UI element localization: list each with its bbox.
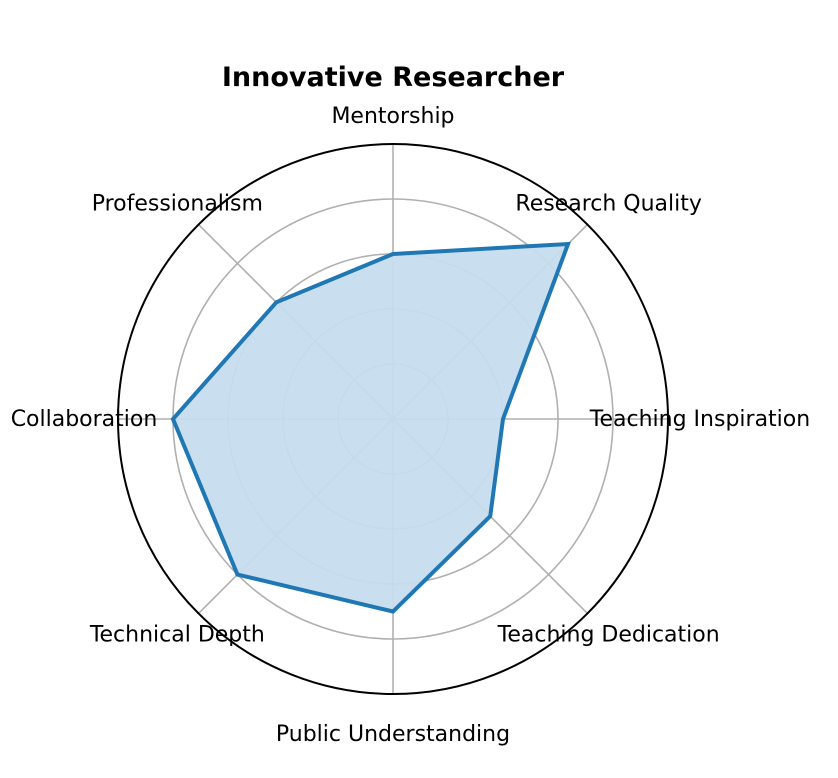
series-area-1	[173, 243, 569, 612]
outer-ring	[117, 143, 669, 695]
axis-label-teaching-inspiration: Teaching Inspiration	[589, 407, 810, 432]
axis-label-mentorship: Mentorship	[331, 104, 454, 129]
axis-label-teaching-dedication: Teaching Dedication	[497, 623, 720, 648]
axis-label-technical-depth: Technical Depth	[89, 623, 265, 648]
axis-label-professionalism: Professionalism	[92, 191, 263, 216]
chart-title: Innovative Researcher	[222, 62, 565, 93]
axis-label-collaboration: Collaboration	[11, 407, 158, 432]
axis-label-layer: Mentorship Research Quality Teaching Inspi…	[11, 104, 811, 747]
axis-label-public-understanding: Public Understanding	[276, 722, 510, 747]
axis-label-research-quality: Research Quality	[515, 191, 702, 216]
series-layer	[170, 241, 571, 614]
